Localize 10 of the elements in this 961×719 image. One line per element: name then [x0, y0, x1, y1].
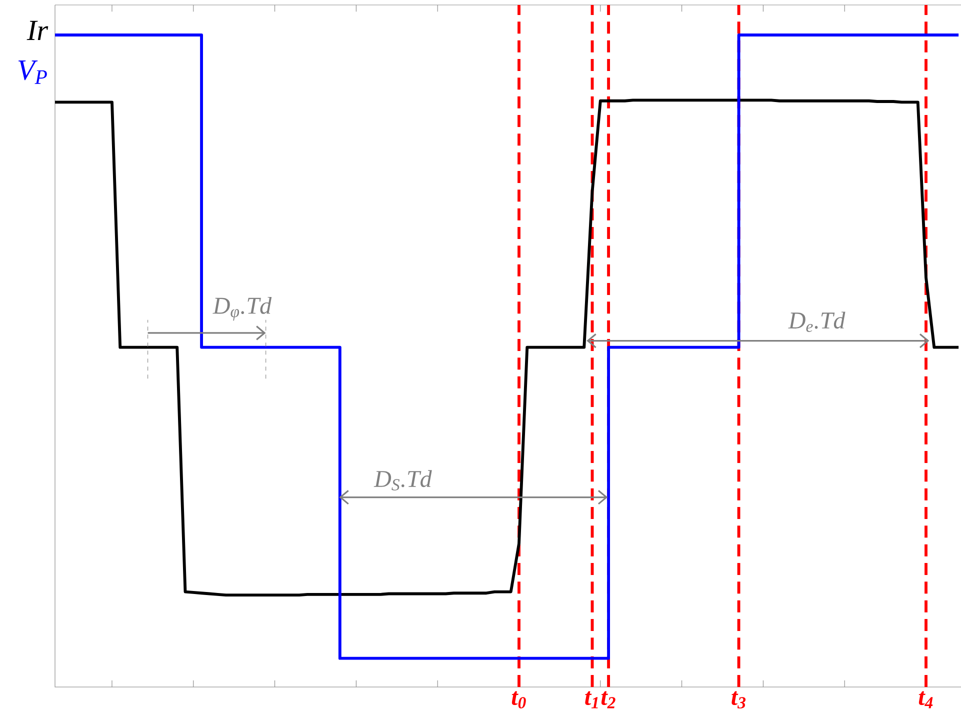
- annotation: D$_{e}$.Td: [788, 312, 846, 332]
- series-label: V$_{P}$: [18, 60, 47, 84]
- x-tick-label: t$_{0}$: [512, 691, 526, 708]
- x-tick-label: t$_{2}$: [601, 691, 616, 708]
- x-tick-label: t$_{4}$: [918, 691, 933, 708]
- annotation: D$_{S}$.Td: [374, 470, 432, 490]
- x-tick-label: t$_{3}$: [732, 691, 746, 708]
- x-tick-label: t$_{1}$: [585, 691, 598, 708]
- text: Ir: [26, 20, 48, 40]
- annotation: D$_{φ}$.Td: [212, 296, 272, 321]
